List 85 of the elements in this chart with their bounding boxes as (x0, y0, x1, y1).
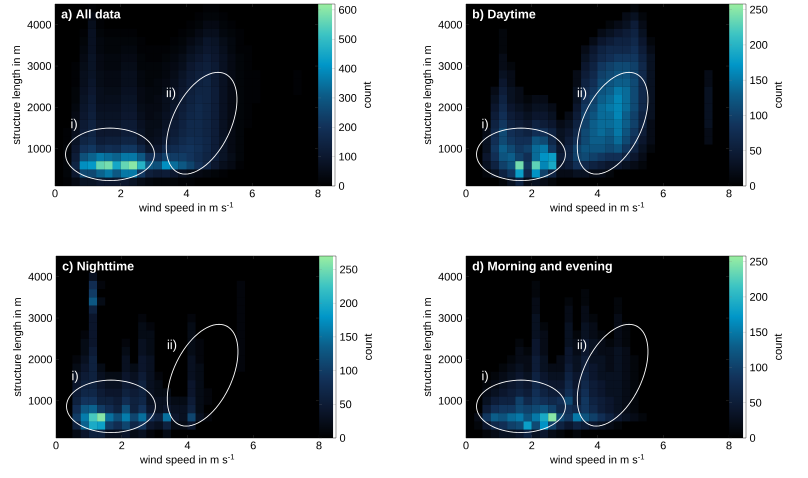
annotation: ii) (578, 88, 586, 100)
x-tick-label: 6 (660, 190, 666, 198)
color-bar-label: 250 (750, 6, 768, 14)
x-tick-label: 4 (184, 190, 190, 198)
x-axis-title: wind speed in m s$^{-1}$ (140, 454, 234, 466)
annotation: ii) (166, 88, 176, 100)
color-bar-label: 150 (750, 76, 768, 84)
color-bar-label: 100 (340, 366, 358, 374)
y-tick-label: 4000 (27, 20, 52, 29)
x-tick-label: 8 (726, 442, 732, 450)
annotation: i) (482, 118, 488, 131)
y-tick-label: 2000 (28, 104, 52, 112)
x-tick-label: 4 (184, 442, 190, 450)
color-bar-label: 600 (339, 6, 356, 14)
color-bar-label: 200 (750, 41, 768, 49)
color-bar-label: 250 (340, 266, 358, 274)
color-bar-label: 100 (750, 112, 768, 120)
y-tick-label: 4000 (438, 272, 462, 281)
y-tick-label: 4000 (28, 272, 52, 281)
y-tick-label: 1000 (438, 396, 462, 405)
y-tick-label: 2000 (28, 356, 52, 364)
y-tick-label: 3000 (438, 314, 462, 322)
color-bar-label: 50 (750, 146, 762, 155)
x-tick-label: 4 (594, 190, 600, 198)
color-bar-label: 0 (750, 434, 756, 442)
y-tick-label: 1000 (438, 144, 462, 153)
x-tick-label: 4 (594, 442, 600, 450)
x-tick-label: 2 (529, 442, 534, 450)
x-axis-title: wind speed in m s$^{-1}$ (550, 202, 644, 214)
x-tick-label: 6 (250, 442, 256, 450)
color-bar-label: 250 (750, 258, 768, 266)
color-bar-label: 500 (338, 35, 356, 44)
color-bar-label: 300 (338, 94, 356, 102)
x-tick-label: 0 (52, 190, 58, 198)
y-tick-label: 1000 (28, 144, 52, 153)
annotation: i) (71, 118, 77, 131)
y-tick-label: 2000 (438, 356, 462, 364)
x-tick-label: 2 (118, 190, 124, 198)
color-bar-label: 200 (750, 293, 768, 301)
chart-title: d) Morning and evening (472, 261, 612, 274)
annotation: ii) (168, 340, 176, 352)
y-tick-label: 4000 (438, 20, 462, 29)
y-tick-label: 1000 (28, 396, 52, 405)
y-axis-title: structure length in m (423, 46, 434, 144)
chart-title: a) All data (62, 9, 121, 21)
chart-title: b) Daytime (472, 9, 536, 21)
color-bar-label: 100 (339, 152, 356, 161)
x-tick-label: 8 (726, 190, 732, 198)
x-axis-title: wind speed in m s$^{-1}$ (550, 454, 644, 466)
color-bar-title: count (774, 334, 782, 360)
y-tick-label: 3000 (28, 62, 52, 70)
x-tick-label: 8 (315, 190, 321, 198)
y-tick-label: 2000 (438, 104, 462, 112)
x-tick-label: 2 (119, 442, 124, 450)
color-bar-label: 0 (340, 434, 346, 442)
color-bar-title: count (774, 82, 782, 108)
color-bar-label: 100 (750, 364, 768, 372)
annotation: i) (482, 370, 488, 383)
x-tick-label: 2 (529, 190, 534, 198)
x-tick-label: 6 (250, 190, 255, 198)
color-bar-label: 50 (340, 400, 352, 408)
annotation: ii) (578, 340, 586, 352)
chart-title: c) Nighttime (62, 261, 134, 274)
y-axis-title: structure length in m (12, 46, 22, 144)
color-bar-title: count (364, 334, 372, 360)
annotation: i) (72, 370, 78, 383)
x-tick-label: 0 (53, 442, 59, 450)
color-bar-label: 0 (750, 182, 756, 190)
x-tick-label: 8 (316, 442, 322, 450)
color-bar-title: count (364, 82, 371, 108)
color-bar-label: 150 (340, 333, 358, 341)
color-bar-label: 200 (339, 123, 356, 132)
x-tick-label: 0 (463, 190, 469, 198)
x-tick-label: 6 (660, 442, 666, 450)
color-bar-label: 0 (338, 182, 344, 190)
color-bar-label: 150 (750, 328, 768, 336)
y-tick-label: 3000 (438, 62, 462, 70)
y-axis-title: structure length in m (13, 298, 24, 396)
color-bar-label: 50 (750, 398, 762, 407)
x-tick-label: 0 (463, 442, 469, 450)
color-bar-label: 400 (338, 64, 356, 72)
color-bar-label: 200 (340, 299, 358, 308)
y-tick-label: 3000 (28, 314, 52, 322)
x-axis-title: wind speed in m s$^{-1}$ (138, 202, 234, 214)
y-axis-title: structure length in m (423, 298, 434, 396)
